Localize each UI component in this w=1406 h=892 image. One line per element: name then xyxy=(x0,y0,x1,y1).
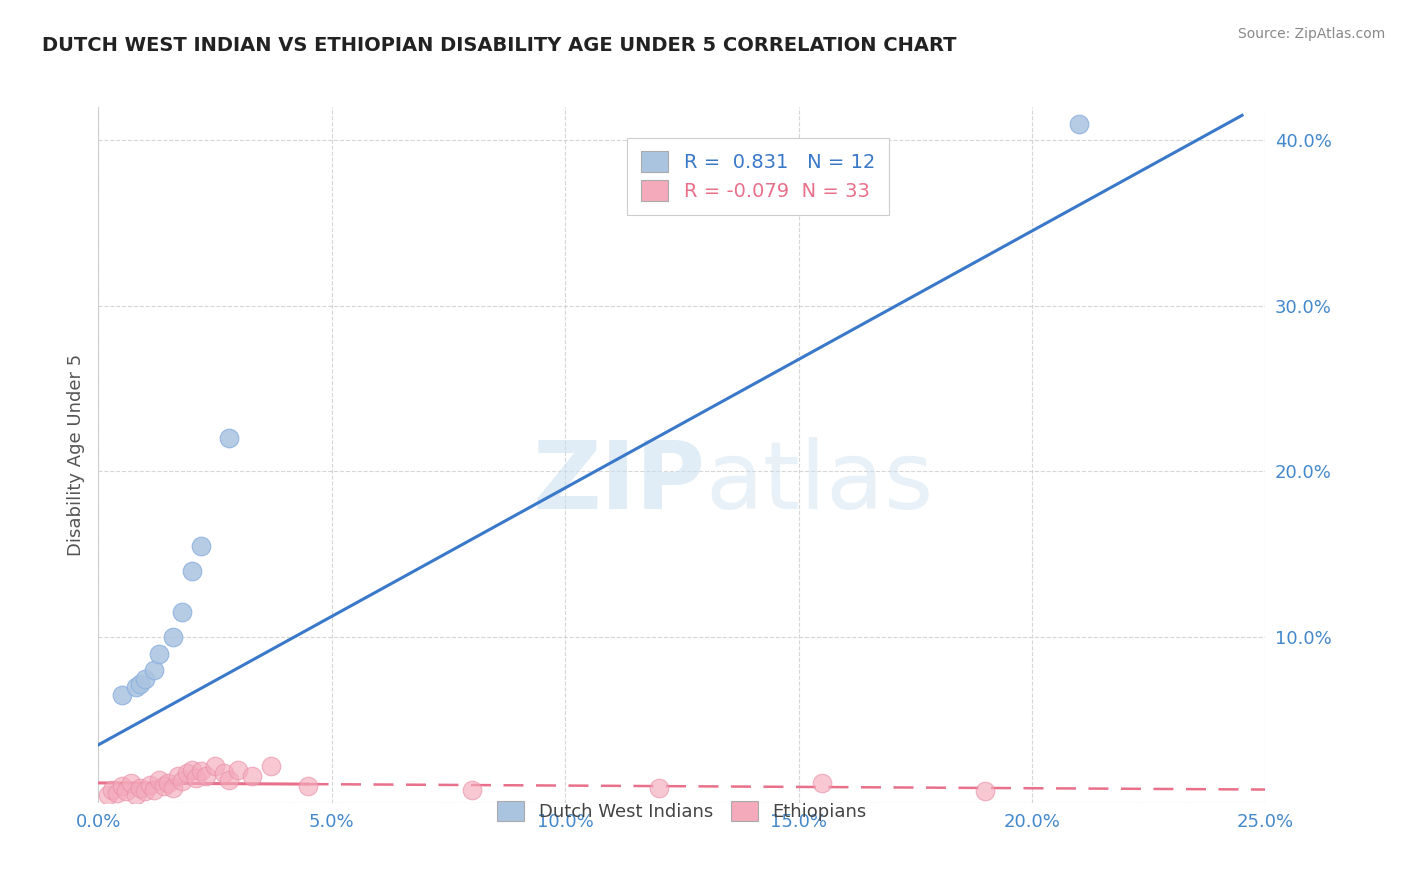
Point xyxy=(162,780,184,795)
Point xyxy=(228,763,250,777)
Text: ZIP: ZIP xyxy=(533,437,706,529)
Point xyxy=(143,663,166,677)
Point xyxy=(129,780,152,795)
Point xyxy=(297,779,319,793)
Point xyxy=(214,766,236,780)
Point xyxy=(194,769,217,783)
Point xyxy=(139,778,162,792)
Point xyxy=(152,779,174,793)
Point xyxy=(148,772,170,787)
Point xyxy=(125,680,148,694)
Point xyxy=(115,784,138,798)
Point xyxy=(105,786,128,800)
Point xyxy=(811,776,834,790)
Point xyxy=(111,688,134,702)
Point xyxy=(180,564,202,578)
Point xyxy=(157,776,180,790)
Point xyxy=(143,782,166,797)
Point xyxy=(218,772,240,787)
Point xyxy=(162,630,184,644)
Text: DUTCH WEST INDIAN VS ETHIOPIAN DISABILITY AGE UNDER 5 CORRELATION CHART: DUTCH WEST INDIAN VS ETHIOPIAN DISABILIT… xyxy=(42,36,956,54)
Point xyxy=(111,779,134,793)
Point xyxy=(974,784,997,798)
Point xyxy=(125,788,148,802)
Text: Source: ZipAtlas.com: Source: ZipAtlas.com xyxy=(1237,27,1385,41)
Point xyxy=(260,759,283,773)
Point xyxy=(129,676,152,690)
Point xyxy=(242,769,264,783)
Point xyxy=(134,784,156,798)
Point xyxy=(101,782,124,797)
Legend: Dutch West Indians, Ethiopians: Dutch West Indians, Ethiopians xyxy=(482,787,882,836)
Point xyxy=(190,764,212,779)
Point xyxy=(166,769,188,783)
Point xyxy=(204,759,226,773)
Point xyxy=(172,605,194,619)
Point xyxy=(190,539,212,553)
Point xyxy=(180,763,202,777)
Point xyxy=(186,771,208,785)
Point xyxy=(218,431,240,445)
Text: atlas: atlas xyxy=(706,437,934,529)
Point xyxy=(120,776,142,790)
Point xyxy=(176,766,198,780)
Y-axis label: Disability Age Under 5: Disability Age Under 5 xyxy=(66,354,84,556)
Point xyxy=(172,774,194,789)
Point xyxy=(148,647,170,661)
Point xyxy=(134,672,156,686)
Point xyxy=(97,788,120,802)
Point xyxy=(461,782,484,797)
Point xyxy=(647,780,669,795)
Point xyxy=(1067,117,1090,131)
